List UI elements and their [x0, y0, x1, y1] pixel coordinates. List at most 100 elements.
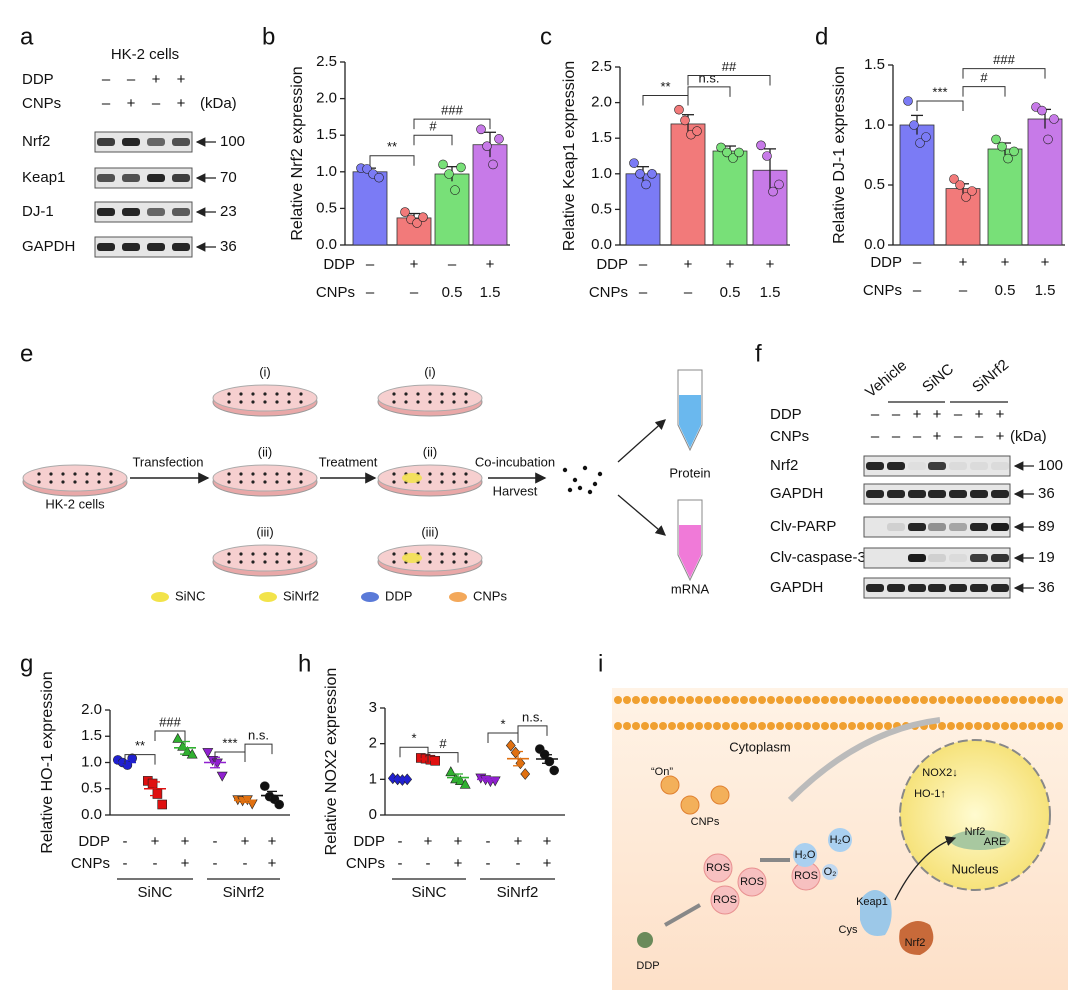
- lipid-head: [722, 696, 730, 704]
- lysate-dot: [577, 485, 583, 491]
- lipid-head: [623, 722, 631, 730]
- feedback-arrow: [787, 717, 941, 803]
- y-tick-label: 1.5: [591, 129, 612, 146]
- y-tick-label: 2.5: [316, 53, 337, 70]
- y-axis-label: Relative HO-1 expression: [39, 671, 56, 853]
- band: [991, 584, 1009, 592]
- diagram-label: HO-1↑: [914, 788, 946, 800]
- band: [122, 243, 140, 251]
- ros: [737, 867, 767, 897]
- data-point: [949, 174, 959, 184]
- band: [866, 490, 884, 498]
- row-label: +: [543, 855, 552, 872]
- band: [122, 208, 140, 216]
- lipid-head: [857, 696, 865, 704]
- cell: [287, 392, 291, 396]
- y-axis-label: Relative NOX2 expression: [323, 668, 340, 856]
- significance-bracket: [244, 743, 273, 755]
- data-point: [549, 765, 560, 776]
- group-label: SiNrf2: [223, 884, 265, 901]
- band: [172, 243, 190, 251]
- panel-letter: h: [298, 650, 311, 677]
- lipid-head: [623, 696, 631, 704]
- band-size: 36: [220, 238, 237, 255]
- y-tick-label: 1.5: [316, 126, 337, 143]
- lipid-head: [947, 696, 955, 704]
- lipid-head: [614, 696, 622, 704]
- data-point: [430, 755, 441, 766]
- y-tick-label: 2: [369, 735, 377, 752]
- row-label: -: [398, 855, 403, 872]
- cell: [452, 480, 456, 484]
- dish-label: (ii): [258, 444, 272, 459]
- lipid-head: [740, 722, 748, 730]
- band: [147, 174, 165, 182]
- cell: [109, 472, 113, 476]
- band: [147, 243, 165, 251]
- y-tick-label: 1.0: [81, 753, 102, 770]
- data-point: [722, 147, 732, 158]
- ros: [710, 885, 740, 915]
- row-label: 0.5: [995, 282, 1016, 299]
- condition-label: +: [152, 71, 161, 88]
- lipid-head: [794, 696, 802, 704]
- row-label: +: [684, 256, 693, 273]
- cell: [227, 560, 231, 564]
- oxygen: [822, 864, 838, 880]
- band-name: Nrf2: [22, 133, 50, 150]
- dish-top: [212, 464, 318, 492]
- y-tick-label: 0.0: [591, 236, 612, 253]
- y-tick-label: 1.0: [316, 163, 337, 180]
- cell: [251, 392, 255, 396]
- tube-liquid: [679, 525, 701, 578]
- lipid-head: [1010, 696, 1018, 704]
- lipid-head: [668, 722, 676, 730]
- cell: [239, 472, 243, 476]
- cell: [275, 480, 279, 484]
- lipid-head: [1019, 722, 1027, 730]
- row-label: -: [123, 833, 128, 850]
- data-point: [1049, 114, 1059, 124]
- panel-letter: a: [20, 23, 34, 50]
- dish-label: (i): [259, 364, 271, 379]
- data-point: [921, 132, 931, 142]
- data-point: [246, 799, 258, 810]
- row-label: –: [448, 256, 457, 273]
- condition-label: –: [892, 428, 901, 445]
- cell: [452, 560, 456, 564]
- blot-strip: [863, 516, 1011, 538]
- cell: [227, 472, 231, 476]
- band: [97, 138, 115, 146]
- row-label: +: [454, 855, 463, 872]
- band: [866, 584, 884, 592]
- particles: [402, 553, 422, 563]
- lipid-head: [794, 722, 802, 730]
- cell: [97, 472, 101, 476]
- cell: [392, 560, 396, 564]
- lipid-head: [866, 722, 874, 730]
- condition-label: –: [954, 428, 963, 445]
- band-size: 36: [1038, 579, 1055, 596]
- condition-label: –: [892, 406, 901, 423]
- condition-label: +: [127, 95, 136, 112]
- data-point: [127, 753, 137, 764]
- unit-label: (kDa): [1010, 428, 1047, 445]
- legend-label: SiNrf2: [283, 588, 319, 603]
- diagram-label: Nrf2: [965, 826, 986, 838]
- band: [991, 523, 1009, 531]
- significance-label: #: [429, 119, 437, 134]
- band: [928, 554, 946, 562]
- cell: [275, 552, 279, 556]
- data-point: [734, 147, 744, 158]
- row-label: -: [486, 833, 491, 850]
- data-point: [476, 124, 486, 135]
- row-label: +: [151, 833, 160, 850]
- cell: [299, 480, 303, 484]
- cnp: [660, 775, 680, 795]
- cell: [287, 400, 291, 404]
- lipid-head: [632, 696, 640, 704]
- row-label: 1.5: [480, 284, 501, 301]
- row-label: -: [426, 855, 431, 872]
- cell: [49, 480, 53, 484]
- diagram-label: Keap1: [856, 896, 888, 908]
